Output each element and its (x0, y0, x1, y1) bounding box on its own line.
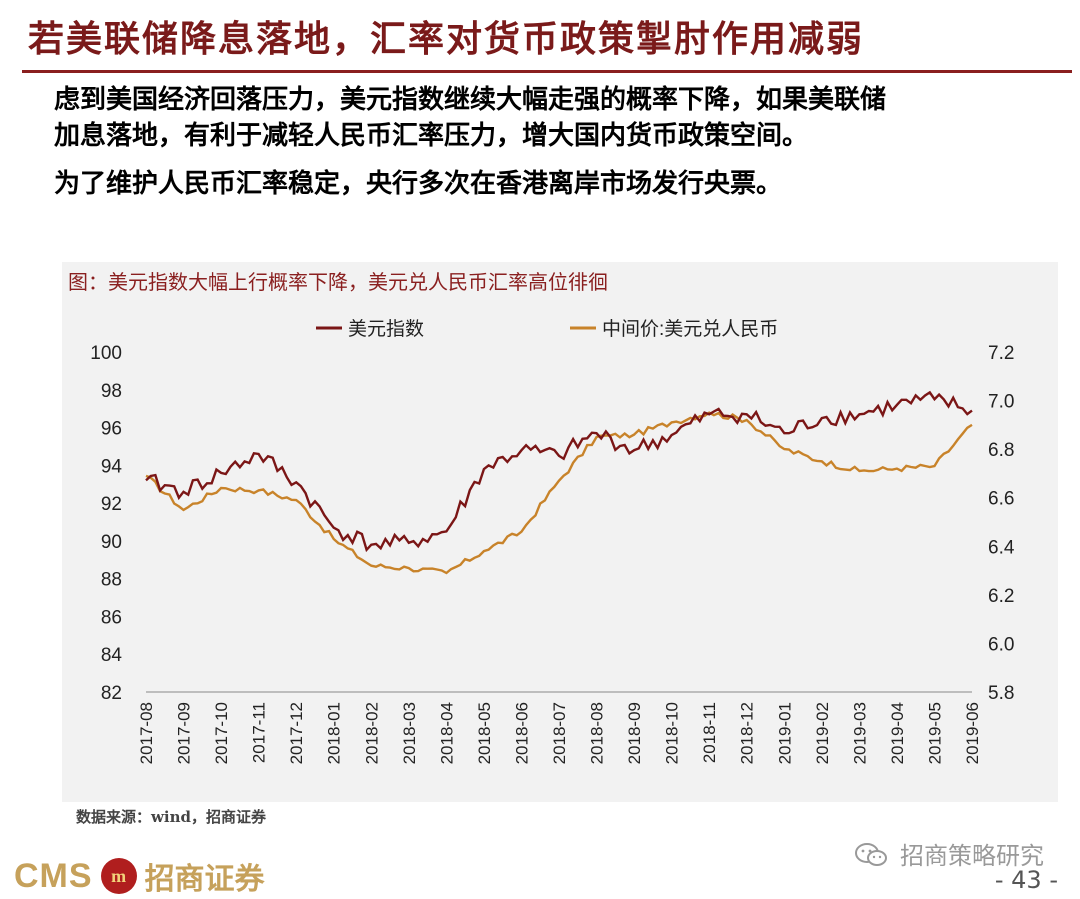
x-tick-label: 2017-10 (212, 702, 231, 764)
y-left-tick-label: 86 (101, 607, 122, 628)
x-tick-label: 2019-04 (888, 702, 907, 764)
series-line-usd (145, 390, 973, 553)
y-right-tick-label: 5.8 (988, 683, 1014, 704)
x-tick-label: 2018-07 (550, 702, 569, 764)
wechat-icon (855, 843, 888, 866)
y-right-tick-label: 7.2 (988, 343, 1014, 364)
y-left-tick-label: 88 (101, 570, 122, 591)
chart-title: 图：美元指数大幅上行概率下降，美元兑人民币汇率高位徘徊 (68, 270, 608, 294)
x-tick-label: 2018-01 (325, 702, 344, 764)
y-right-tick-label: 6.0 (988, 634, 1014, 655)
legend-label: 中间价:美元兑人民币 (602, 318, 778, 340)
wechat-watermark: 招商策略研究 (854, 836, 1044, 871)
x-tick-label: 2018-09 (625, 702, 644, 764)
title-divider (22, 70, 1072, 73)
x-tick-label: 2018-08 (588, 702, 607, 764)
data-source: 数据来源：wind，招商证券 (76, 808, 267, 826)
x-tick-label: 2017-11 (250, 702, 269, 763)
company-logo: CMS m 招商证券 (14, 856, 265, 898)
chart-panel: 图：美元指数大幅上行概率下降，美元兑人民币汇率高位徘徊 82 84 86 88 90 92… (62, 262, 1058, 802)
x-tick-label: 2018-02 (362, 702, 381, 764)
paragraph-1-line-2: 加息落地，有利于减轻人民币汇率压力，增大国内货币政策空间。 (54, 121, 809, 151)
page-number: - 43 - (994, 866, 1058, 894)
x-tick-label: 2019-05 (925, 702, 944, 764)
y-left-tick-label: 94 (101, 456, 123, 477)
x-tick-label: 2018-12 (738, 702, 757, 764)
x-tick-label: 2018-06 (512, 702, 531, 764)
y-left-tick-label: 84 (101, 645, 123, 666)
x-tick-label: 2018-10 (663, 702, 682, 764)
y-right-tick-label: 6.2 (988, 586, 1014, 607)
x-tick-label: 2017-08 (137, 702, 156, 764)
x-tick-label: 2018-11 (700, 702, 719, 763)
x-tick-label: 2017-09 (175, 702, 194, 764)
page-title: 若美联储降息落地，汇率对货币政策掣肘作用减弱 (28, 18, 865, 60)
line-chart: 82 84 86 88 90 92 94 96 98 100 5.8 6.0 6.2 6.4 6.6 6.8 7… (90, 318, 1015, 764)
x-tick-label: 2019-01 (775, 702, 794, 764)
y-left-tick-label: 92 (101, 494, 122, 515)
y-right-tick-label: 6.6 (988, 489, 1014, 510)
y-left-tick-label: 96 (101, 419, 122, 440)
x-tick-label: 2017-12 (287, 702, 306, 764)
y-left-tick-label: 98 (101, 381, 122, 402)
y-right-tick-label: 6.8 (988, 440, 1014, 461)
series-line-cny (145, 411, 973, 575)
y-right-tick-label: 7.0 (988, 392, 1014, 413)
logo-cms-text: CMS (14, 856, 93, 895)
x-tick-label: 2018-03 (400, 702, 419, 764)
y-left-tick-label: 100 (90, 343, 122, 364)
paragraph-2: 为了维护人民币汇率稳定，央行多次在香港离岸市场发行央票。 (54, 169, 783, 199)
watermark-text: 招商策略研究 (900, 842, 1044, 870)
x-tick-label: 2018-04 (437, 702, 456, 764)
x-tick-label: 2018-05 (475, 702, 494, 764)
paragraph-1-line-1: 虑到美国经济回落压力，美元指数继续大幅走强的概率下降，如果美联储 (54, 85, 887, 115)
x-tick-label: 2019-03 (850, 702, 869, 764)
y-left-tick-label: 90 (101, 532, 122, 553)
y-right-tick-label: 6.4 (988, 537, 1015, 558)
logo-chinese-text: 招商证券 (144, 862, 265, 897)
x-tick-label: 2019-06 (963, 702, 982, 764)
logo-badge-icon: m (100, 858, 137, 894)
y-left-tick-label: 82 (101, 683, 122, 704)
x-tick-label: 2019-02 (813, 702, 832, 764)
legend-label: 美元指数 (348, 318, 424, 340)
